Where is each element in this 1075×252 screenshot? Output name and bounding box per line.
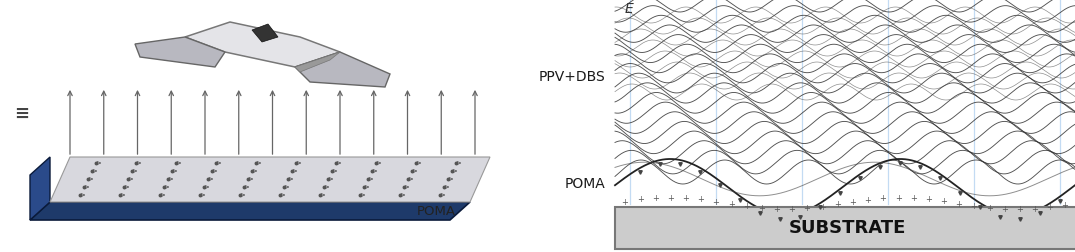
Text: +: + [849, 198, 856, 207]
Text: +: + [804, 204, 811, 213]
Text: +: + [1062, 201, 1069, 210]
Text: +: + [758, 204, 765, 213]
Polygon shape [295, 52, 390, 87]
Text: +: + [1046, 203, 1054, 212]
Polygon shape [30, 202, 470, 220]
Text: +: + [651, 194, 659, 203]
Text: +: + [879, 194, 887, 203]
Text: PPV+DBS: PPV+DBS [539, 70, 605, 84]
Text: +: + [773, 205, 780, 214]
Text: SUBSTRATE: SUBSTRATE [789, 219, 906, 237]
Polygon shape [252, 24, 278, 42]
Polygon shape [135, 37, 225, 67]
Text: +: + [743, 202, 750, 211]
Text: +: + [683, 194, 689, 203]
Text: +: + [956, 200, 962, 209]
Polygon shape [295, 52, 340, 72]
Text: POMA: POMA [417, 205, 456, 218]
Text: +: + [1016, 205, 1023, 214]
Polygon shape [51, 157, 490, 202]
Polygon shape [30, 157, 51, 220]
Text: +: + [1031, 205, 1038, 214]
Text: +: + [713, 198, 719, 207]
Text: +: + [698, 196, 704, 204]
Text: +: + [971, 202, 977, 211]
Text: +: + [941, 197, 947, 206]
Text: +: + [728, 200, 734, 209]
Text: +: + [924, 195, 932, 204]
Text: POMA: POMA [564, 177, 605, 191]
Text: +: + [864, 196, 871, 205]
Text: +: + [834, 200, 841, 209]
Text: +: + [621, 198, 629, 207]
Text: +: + [1001, 205, 1007, 214]
Text: +: + [909, 194, 917, 203]
Text: +: + [894, 194, 902, 203]
Text: +: + [819, 203, 826, 212]
Text: +: + [986, 204, 992, 213]
Polygon shape [185, 22, 340, 67]
Text: ≡: ≡ [14, 105, 30, 123]
Text: E: E [625, 2, 634, 16]
Text: +: + [636, 195, 644, 204]
Text: +: + [668, 194, 674, 203]
FancyBboxPatch shape [615, 207, 1075, 249]
Text: +: + [788, 205, 796, 214]
